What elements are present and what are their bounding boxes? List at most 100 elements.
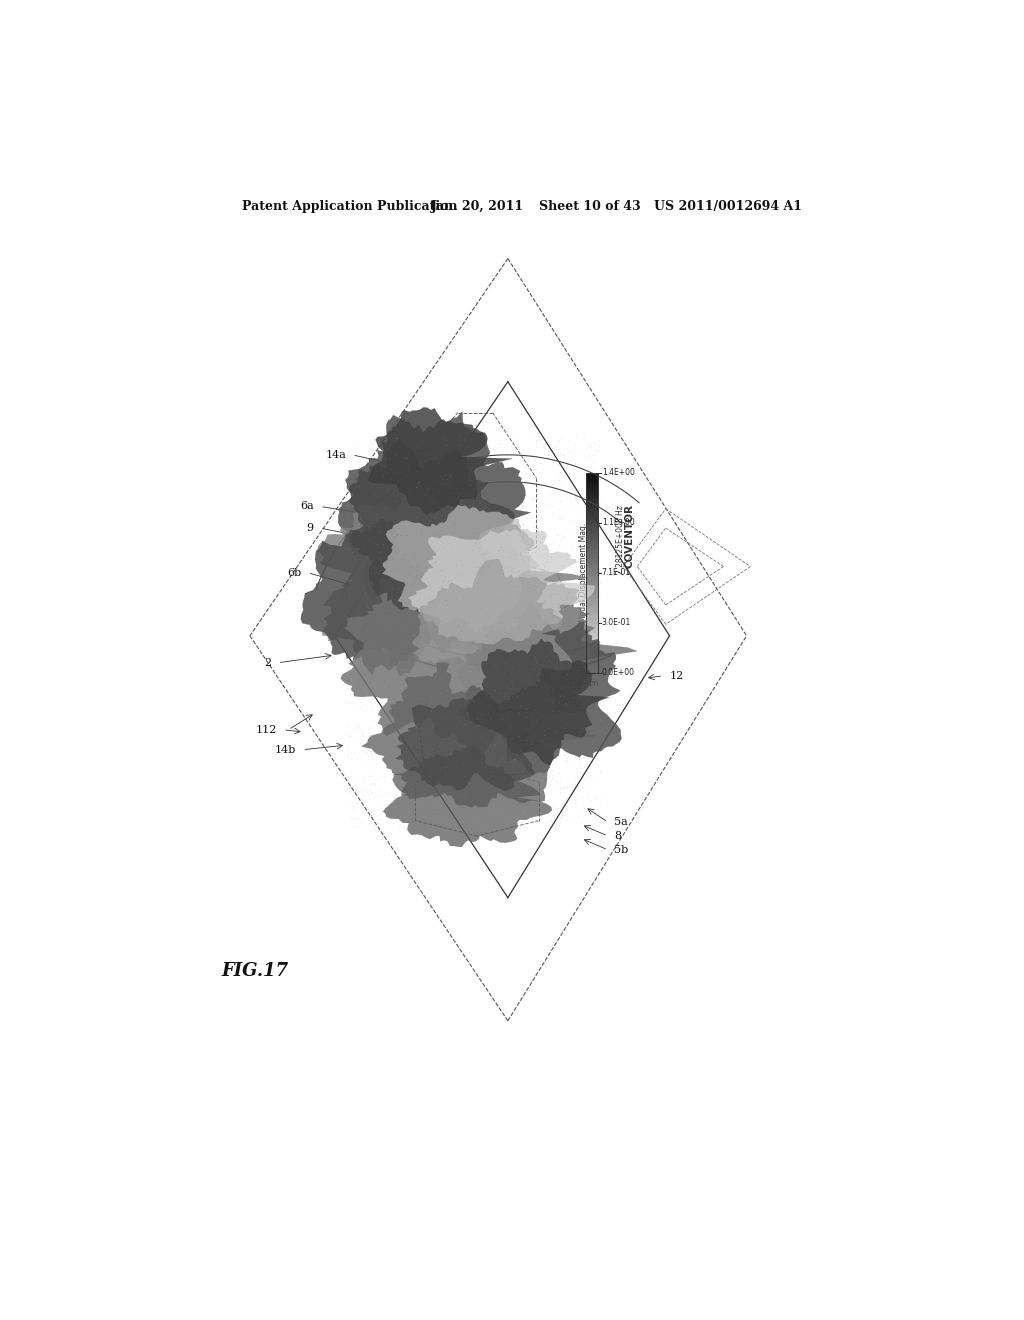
Bar	[587, 549, 598, 552]
Bar	[587, 601, 598, 603]
Bar	[587, 574, 598, 577]
Bar	[587, 525, 598, 528]
Bar	[587, 531, 598, 533]
Bar	[587, 568, 598, 570]
Text: 14b: 14b	[274, 744, 296, 755]
Bar	[587, 657, 598, 660]
Bar	[587, 528, 598, 529]
Bar	[587, 626, 598, 628]
Bar	[587, 565, 598, 566]
Bar	[587, 557, 598, 560]
Bar	[587, 611, 598, 612]
Bar	[587, 484, 598, 486]
Bar	[587, 510, 598, 511]
Bar	[587, 535, 598, 536]
Text: 6a: 6a	[300, 502, 313, 511]
Bar	[587, 553, 598, 554]
Bar	[587, 543, 598, 545]
Bar	[587, 638, 598, 640]
Bar	[587, 642, 598, 643]
Bar	[587, 536, 598, 539]
Bar	[587, 477, 598, 478]
Text: COVENTOR: COVENTOR	[625, 504, 635, 568]
Bar	[587, 560, 598, 561]
Bar	[587, 479, 598, 482]
Bar	[587, 508, 598, 510]
Text: 7.1E-01: 7.1E-01	[602, 568, 631, 577]
Bar	[587, 523, 598, 524]
Text: Patent Application Publication: Patent Application Publication	[243, 199, 458, 213]
Text: 1.4E+00: 1.4E+00	[602, 469, 635, 477]
Bar	[587, 473, 598, 475]
Text: 112: 112	[255, 725, 276, 735]
Bar	[587, 490, 598, 491]
Bar	[587, 579, 598, 581]
Text: Sheet 10 of 43: Sheet 10 of 43	[539, 199, 640, 213]
Bar	[587, 605, 598, 606]
Text: 6b: 6b	[288, 568, 301, 578]
Bar	[587, 578, 598, 579]
Bar	[587, 655, 598, 656]
Bar	[587, 517, 598, 520]
Bar	[587, 612, 598, 615]
Bar	[587, 624, 598, 627]
Bar	[587, 599, 598, 602]
Text: 5a: 5a	[614, 817, 628, 828]
Polygon shape	[348, 440, 515, 614]
Bar	[587, 546, 598, 548]
Polygon shape	[412, 560, 572, 705]
Bar	[587, 556, 598, 558]
Text: 2: 2	[264, 657, 271, 668]
Bar	[587, 480, 598, 483]
Bar	[587, 639, 598, 642]
Bar	[587, 635, 598, 636]
Bar	[587, 594, 598, 597]
Bar	[587, 478, 598, 479]
Bar	[587, 533, 598, 535]
Polygon shape	[341, 543, 637, 759]
Bar	[587, 618, 598, 620]
Bar	[587, 667, 598, 668]
Bar	[587, 669, 598, 672]
Polygon shape	[382, 506, 540, 632]
Polygon shape	[338, 412, 530, 614]
Bar	[587, 529, 598, 532]
Text: 9: 9	[307, 523, 313, 533]
Bar	[587, 656, 598, 659]
Bar	[587, 606, 598, 609]
Bar	[587, 512, 598, 515]
Bar	[587, 496, 598, 498]
Bar	[587, 576, 598, 578]
Bar	[587, 653, 598, 655]
Bar	[587, 550, 598, 553]
Bar	[587, 494, 598, 496]
Bar	[587, 511, 598, 513]
Bar	[587, 491, 598, 492]
Text: FIG.17: FIG.17	[221, 962, 289, 979]
Bar	[587, 483, 598, 484]
Bar	[587, 603, 598, 605]
Bar	[587, 614, 598, 616]
Bar	[587, 619, 598, 622]
Bar	[587, 541, 598, 543]
Bar	[587, 540, 598, 541]
Bar	[587, 644, 598, 647]
Bar	[587, 664, 598, 667]
Bar	[587, 645, 598, 648]
Bar	[587, 593, 598, 595]
Bar	[587, 591, 598, 593]
Bar	[587, 620, 598, 623]
Text: 1.1E+00: 1.1E+00	[602, 519, 635, 527]
Text: 8: 8	[614, 832, 622, 841]
Text: US 2011/0012694 A1: US 2011/0012694 A1	[654, 199, 802, 213]
Bar	[587, 498, 598, 500]
Bar	[587, 616, 598, 618]
Bar	[587, 582, 598, 585]
Bar	[587, 573, 598, 574]
Text: 14a: 14a	[326, 450, 346, 459]
Bar	[587, 569, 598, 572]
Bar	[587, 506, 598, 508]
Bar	[587, 648, 598, 649]
Bar	[587, 628, 598, 630]
Bar	[587, 661, 598, 663]
